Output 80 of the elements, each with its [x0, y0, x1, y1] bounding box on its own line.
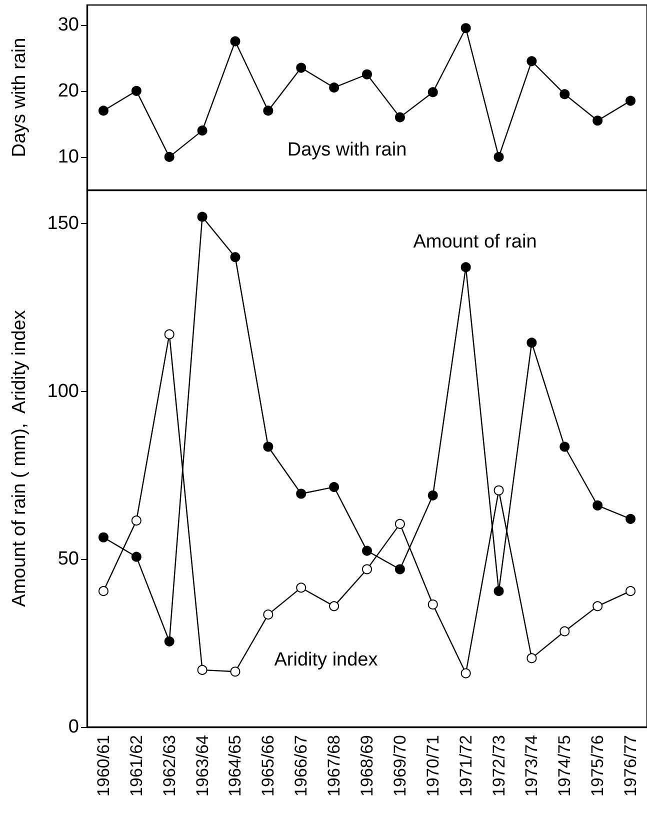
point	[98, 106, 108, 116]
x-tick-label: 1968/69	[358, 735, 376, 796]
point	[197, 664, 208, 675]
x-tick-label: 1963/64	[192, 735, 212, 796]
x-tick-label: 1967/68	[324, 735, 344, 796]
x-tick-label: 1966/67	[292, 735, 311, 796]
point	[526, 653, 537, 664]
point	[263, 610, 274, 620]
point	[394, 518, 405, 529]
y-tick-label: 30	[58, 14, 79, 36]
point	[230, 36, 240, 46]
x-tick-label: 1976/77	[621, 735, 640, 796]
point	[526, 338, 537, 348]
y-tick-label: 50	[58, 548, 79, 570]
y-axis-title: Amount of rain ( mm), Aridity index	[9, 310, 30, 607]
x-tick-label: 1961/62	[126, 735, 146, 796]
point	[526, 56, 537, 66]
x-tick-label: 1970/71	[423, 735, 442, 796]
y-tick-label: 10	[58, 146, 79, 168]
point	[131, 516, 142, 526]
point	[230, 666, 240, 677]
x-tick-label: 1969/70	[390, 735, 410, 796]
point	[494, 485, 504, 496]
series-label: Days with rain	[287, 140, 407, 160]
point	[263, 442, 274, 452]
y-tick-label: 150	[47, 213, 79, 234]
point	[494, 152, 504, 162]
point	[131, 86, 142, 96]
point	[428, 490, 438, 500]
point	[197, 212, 208, 222]
point	[131, 552, 142, 562]
point	[164, 636, 174, 646]
x-tick-label: 1964/65	[226, 735, 245, 796]
point	[329, 601, 340, 612]
series-label: Amount of rain	[413, 232, 537, 252]
series-label: Aridity index	[274, 650, 378, 670]
point	[362, 564, 372, 574]
point	[560, 442, 570, 452]
point	[296, 488, 306, 499]
point	[164, 329, 174, 340]
x-tick-label: 1960/61	[94, 735, 113, 796]
y-axis-title: Days with rain	[9, 38, 30, 158]
point	[592, 500, 603, 510]
point	[263, 106, 274, 116]
point	[626, 586, 636, 596]
x-tick-label: 1971/72	[456, 735, 476, 796]
point	[460, 668, 471, 678]
point	[626, 514, 636, 524]
point	[560, 89, 570, 100]
point	[230, 252, 240, 262]
y-tick-label: 0	[68, 716, 79, 738]
point	[460, 262, 471, 272]
point	[296, 62, 306, 73]
point	[626, 96, 636, 106]
point	[164, 152, 174, 162]
point	[197, 126, 208, 136]
point	[362, 546, 372, 556]
point	[98, 532, 108, 542]
x-tick-label: 1975/76	[588, 735, 608, 796]
x-tick-label: 1974/75	[555, 735, 574, 796]
point	[592, 601, 603, 612]
point	[428, 87, 438, 98]
point	[592, 116, 603, 126]
x-tick-label: 1965/66	[258, 735, 278, 796]
point	[394, 564, 405, 574]
point	[460, 23, 471, 34]
point	[428, 600, 438, 610]
y-tick-label: 100	[47, 380, 79, 402]
x-tick-label: 1973/74	[522, 735, 542, 796]
point	[329, 82, 340, 93]
y-tick-label: 20	[58, 80, 79, 102]
point	[329, 482, 340, 492]
point	[98, 586, 108, 596]
point	[296, 582, 306, 593]
x-tick-label: 1972/73	[489, 735, 508, 796]
point	[394, 112, 405, 122]
point	[362, 69, 372, 80]
point	[494, 586, 504, 596]
point	[560, 626, 570, 636]
x-tick-label: 1962/63	[160, 735, 179, 796]
